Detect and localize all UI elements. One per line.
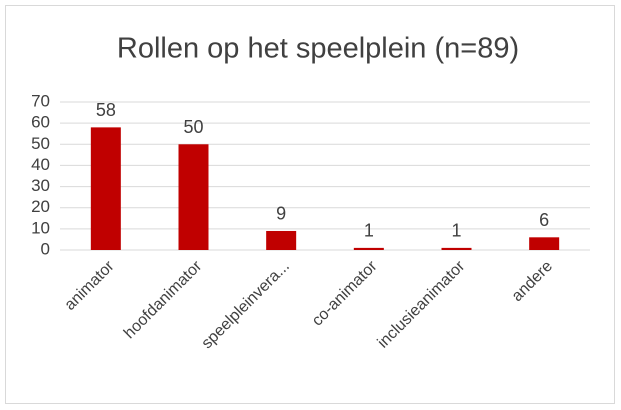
y-tick-label: 60 — [31, 113, 50, 132]
y-tick-label: 20 — [31, 197, 50, 216]
value-label: 9 — [276, 204, 286, 224]
y-tick-label: 0 — [41, 239, 50, 258]
bar — [178, 144, 209, 250]
value-label: 58 — [96, 100, 116, 120]
y-tick-label: 50 — [31, 134, 50, 153]
y-tick-label: 70 — [31, 91, 50, 110]
bar — [266, 230, 297, 250]
value-label: 6 — [539, 210, 549, 230]
value-label: 1 — [451, 221, 461, 241]
bar — [90, 127, 121, 250]
bar — [353, 247, 384, 250]
y-tick-label: 40 — [31, 155, 50, 174]
y-tick-label: 10 — [31, 218, 50, 237]
value-label: 50 — [183, 117, 203, 137]
bar — [529, 237, 560, 250]
y-tick-label: 30 — [31, 176, 50, 195]
value-label: 1 — [364, 221, 374, 241]
chart-title: Rollen op het speelplein (n=89) — [117, 33, 519, 65]
bar — [441, 247, 472, 250]
